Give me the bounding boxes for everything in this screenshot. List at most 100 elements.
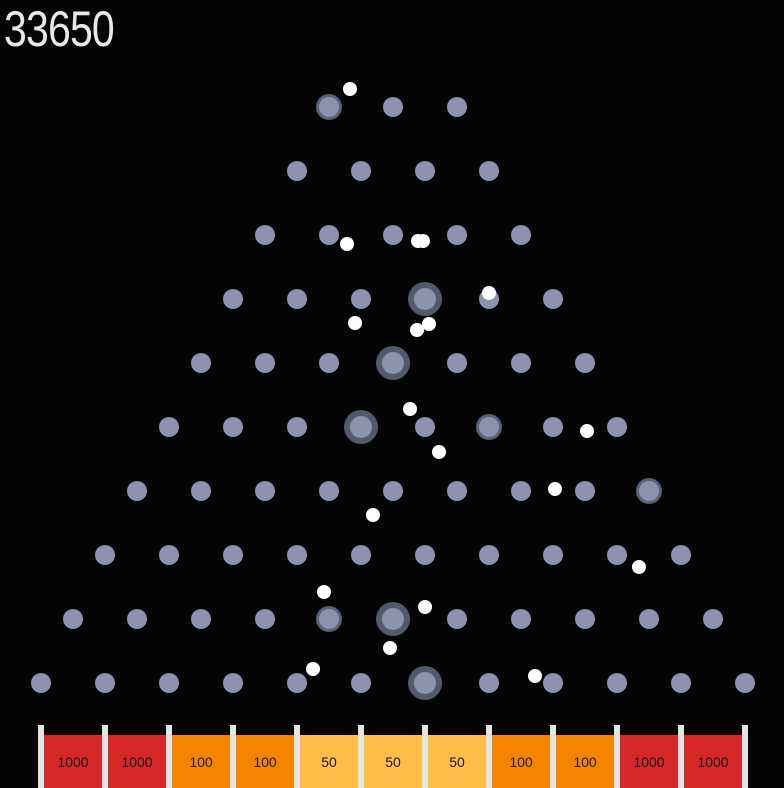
peg [511, 609, 531, 629]
bucket-divider [678, 725, 684, 788]
bucket-divider [742, 725, 748, 788]
peg [319, 481, 339, 501]
bucket-2: 1000 [108, 735, 166, 788]
peg [382, 352, 404, 374]
ball [632, 560, 646, 574]
peg [447, 481, 467, 501]
peg [351, 161, 371, 181]
ball [422, 317, 436, 331]
peg [543, 289, 563, 309]
peg [159, 545, 179, 565]
bucket-label: 100 [189, 753, 213, 770]
bucket-label: 1000 [697, 753, 729, 770]
ball [432, 445, 446, 459]
bucket-label: 100 [509, 753, 533, 770]
bucket-label: 100 [573, 753, 597, 770]
peg [191, 481, 211, 501]
peg [511, 353, 531, 373]
peg [479, 545, 499, 565]
peg [255, 353, 275, 373]
peg [447, 225, 467, 245]
peg [447, 353, 467, 373]
ball [306, 662, 320, 676]
bucket-divider [358, 725, 364, 788]
bucket-divider [550, 725, 556, 788]
ball [343, 82, 357, 96]
peg [414, 672, 436, 694]
peg [319, 609, 339, 629]
bucket-divider [422, 725, 428, 788]
bucket-9: 100 [556, 735, 614, 788]
peg [575, 609, 595, 629]
peg [671, 545, 691, 565]
bucket-label: 1000 [57, 753, 89, 770]
peg [415, 417, 435, 437]
peg [351, 545, 371, 565]
bucket-1: 1000 [44, 735, 102, 788]
peg [671, 673, 691, 693]
peg [415, 161, 435, 181]
peg [447, 609, 467, 629]
peg [31, 673, 51, 693]
ball [482, 286, 496, 300]
bucket-10: 1000 [620, 735, 678, 788]
bucket-divider [614, 725, 620, 788]
bucket-7: 50 [428, 735, 486, 788]
peg [319, 97, 339, 117]
peg [575, 353, 595, 373]
peg [415, 545, 435, 565]
peg [447, 97, 467, 117]
peg [414, 288, 436, 310]
peg [639, 481, 659, 501]
peg [287, 545, 307, 565]
bucket-3: 100 [172, 735, 230, 788]
peg [543, 673, 563, 693]
peg [383, 225, 403, 245]
bucket-divider [38, 725, 44, 788]
ball [366, 508, 380, 522]
peg [127, 481, 147, 501]
bucket-divider [230, 725, 236, 788]
bucket-divider [166, 725, 172, 788]
peg [543, 545, 563, 565]
bucket-5: 50 [300, 735, 358, 788]
bucket-6: 50 [364, 735, 422, 788]
peg [350, 416, 372, 438]
peg [351, 289, 371, 309]
peg [287, 289, 307, 309]
peg [223, 545, 243, 565]
peg [287, 161, 307, 181]
peg [191, 353, 211, 373]
peg [255, 481, 275, 501]
bucket-row: 1000 1000 100 100 50 50 50 100 100 1000 1000 [0, 725, 784, 788]
bucket-11: 1000 [684, 735, 742, 788]
peg [95, 673, 115, 693]
bucket-4: 100 [236, 735, 294, 788]
peg [95, 545, 115, 565]
peg [319, 353, 339, 373]
bucket-divider [102, 725, 108, 788]
peg [159, 673, 179, 693]
ball [528, 669, 542, 683]
ball [340, 237, 354, 251]
peg [287, 673, 307, 693]
peg [575, 481, 595, 501]
peg [383, 481, 403, 501]
ball [580, 424, 594, 438]
bucket-8: 100 [492, 735, 550, 788]
peg [607, 673, 627, 693]
ball [416, 234, 430, 248]
peg [607, 545, 627, 565]
ball [317, 585, 331, 599]
bucket-divider [294, 725, 300, 788]
peg [383, 97, 403, 117]
peg [543, 417, 563, 437]
bucket-label: 1000 [633, 753, 665, 770]
peg [223, 417, 243, 437]
peg [287, 417, 307, 437]
bucket-label: 50 [321, 753, 337, 770]
peg [639, 609, 659, 629]
peg [735, 673, 755, 693]
bucket-label: 50 [449, 753, 465, 770]
